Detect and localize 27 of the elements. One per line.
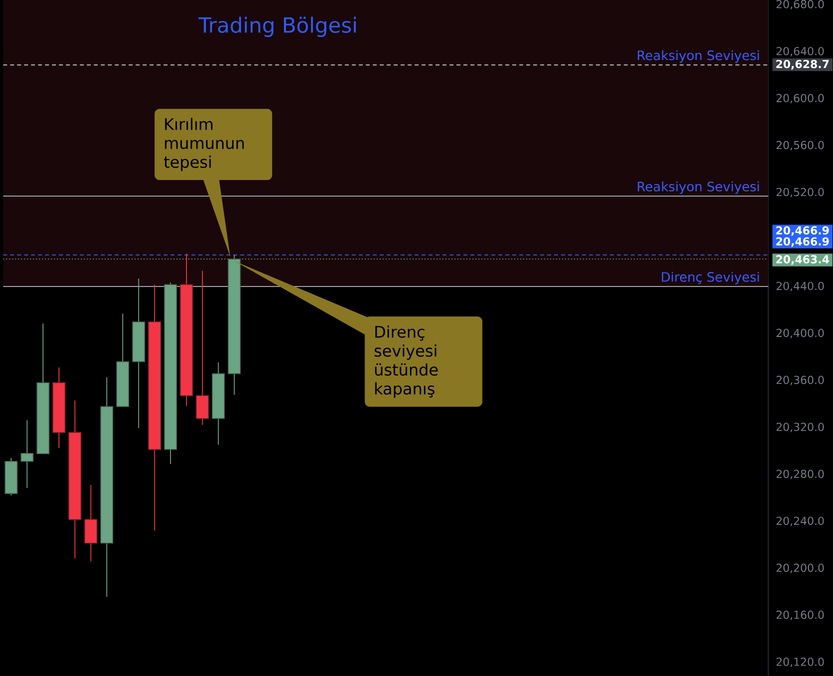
annotation: Kırılım mumunun tepesi <box>164 118 244 171</box>
candlestick <box>196 270 209 426</box>
ref-line-label: Direnç Seviyesi <box>662 272 759 284</box>
y-tick-label: 20,400.0 <box>776 328 824 338</box>
ref-line-label: Reaksiyon Seviyesi <box>638 50 759 63</box>
y-tick-label: 20,520.0 <box>776 188 824 198</box>
y-tick-label: 20,120.0 <box>776 657 824 667</box>
candlestick <box>84 484 98 562</box>
y-tick-label: 20,240.0 <box>776 516 824 526</box>
y-tick-label: 20,600.0 <box>776 94 824 104</box>
y-tick-label: 20,440.0 <box>776 282 824 292</box>
annotation: Direnç seviyesi üstünde kapanış <box>374 325 438 398</box>
candlestick <box>20 420 34 488</box>
y-tick-label: 20,360.0 <box>776 376 824 385</box>
y-tick-label: 20,200.0 <box>776 563 824 573</box>
y-tick-label: 20,160.0 <box>776 610 824 620</box>
y-tick-label: 20,560.0 <box>776 140 824 150</box>
text: 20,466.9 <box>776 226 829 236</box>
text: 20,466.9 <box>776 237 829 247</box>
text: Trading Bölgesi <box>198 16 356 37</box>
y-tick-label: 20,680.0 <box>776 0 824 10</box>
y-tick-label: 20,320.0 <box>776 422 824 432</box>
ref-line-label: Reaksiyon Seviyesi <box>638 181 759 194</box>
y-tick-label: 20,640.0 <box>776 46 824 56</box>
y-tick-label: 20,280.0 <box>776 470 824 479</box>
text: 20,463.4 <box>776 254 830 265</box>
text: 20,628.7 <box>776 60 829 70</box>
